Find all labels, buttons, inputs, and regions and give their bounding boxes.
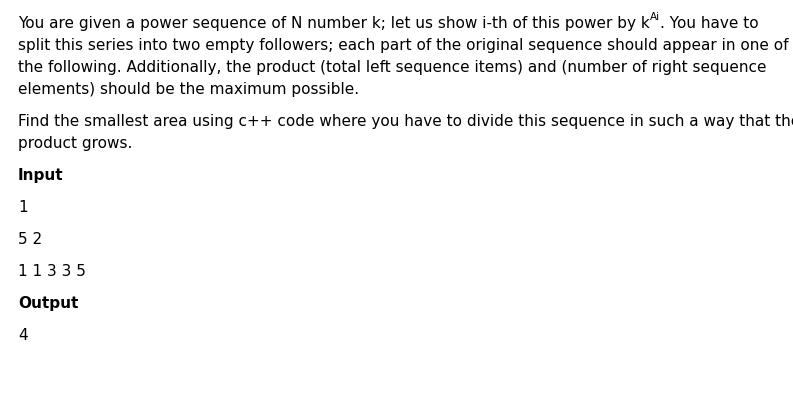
Text: elements) should be the maximum possible.: elements) should be the maximum possible…	[18, 82, 359, 97]
Text: product grows.: product grows.	[18, 136, 132, 151]
Text: 1: 1	[18, 200, 28, 215]
Text: Output: Output	[18, 296, 79, 311]
Text: . You have to: . You have to	[660, 16, 758, 31]
Text: 5 2: 5 2	[18, 232, 42, 247]
Text: split this series into two empty followers; each part of the original sequence s: split this series into two empty followe…	[18, 38, 788, 53]
Text: the following. Additionally, the product (total left sequence items) and (number: the following. Additionally, the product…	[18, 60, 767, 75]
Text: You are given a power sequence of N number k; let us show i-th of this power by : You are given a power sequence of N numb…	[18, 16, 649, 31]
Text: Ai: Ai	[649, 12, 660, 21]
Text: Find the smallest area using c++ code where you have to divide this sequence in : Find the smallest area using c++ code wh…	[18, 114, 793, 129]
Text: 4: 4	[18, 328, 28, 343]
Text: 1 1 3 3 5: 1 1 3 3 5	[18, 264, 86, 279]
Text: Input: Input	[18, 168, 63, 183]
